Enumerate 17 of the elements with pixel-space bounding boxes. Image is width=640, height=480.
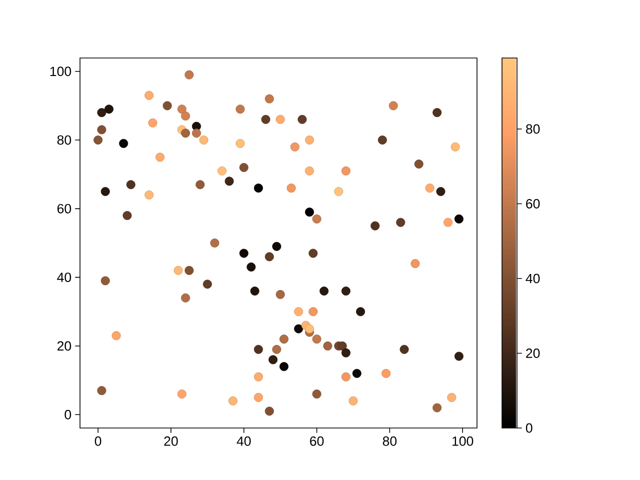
x-tick-label: 60 xyxy=(310,436,324,446)
y-tick-label: 0 xyxy=(64,410,72,420)
x-tick-label: 100 xyxy=(452,436,474,446)
color-bar-label: 60 xyxy=(526,199,540,208)
x-tick-label: 0 xyxy=(94,436,102,446)
color-bar-label: 0 xyxy=(526,423,532,433)
x-tick-label: 80 xyxy=(382,436,397,446)
y-tick-label: 60 xyxy=(57,204,72,214)
y-tick-label: 80 xyxy=(57,135,72,145)
x-tick-label: 20 xyxy=(164,436,178,446)
y-tick-label: 40 xyxy=(57,272,72,282)
y-tick-label: 20 xyxy=(57,341,72,351)
y-tick-label: 100 xyxy=(50,66,72,76)
color-bar-label: 20 xyxy=(526,348,540,358)
color-bar-label: 80 xyxy=(526,124,540,134)
x-tick-label: 40 xyxy=(236,436,251,446)
color-bar-label: 40 xyxy=(526,274,540,284)
